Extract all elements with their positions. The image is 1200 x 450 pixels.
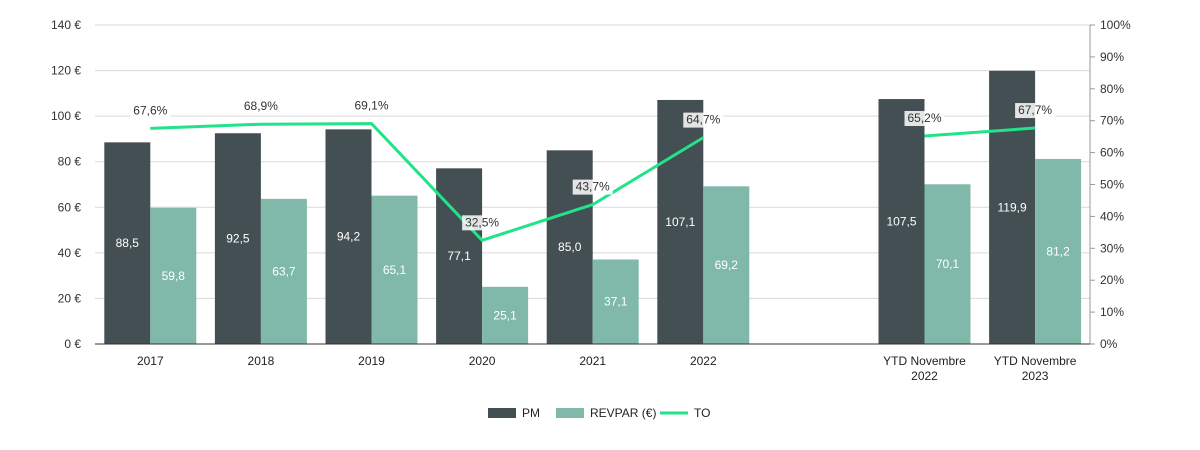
legend: PM REVPAR (€) TO xyxy=(488,406,710,420)
revpar-bar xyxy=(150,207,197,344)
x-axis: 2017 2018 2019 2020 2021 2022 YTD Novembre2022… xyxy=(95,343,1090,383)
legend-item-to: TO xyxy=(660,406,710,420)
pm-bar xyxy=(436,168,483,344)
revpar-data-label: 70,1 xyxy=(936,257,960,271)
right-tick-label: 20% xyxy=(1100,273,1124,287)
pm-data-label: 107,1 xyxy=(665,215,695,229)
to-data-label: 65,2% xyxy=(907,111,941,125)
to-data-label-background xyxy=(572,179,613,195)
category-label: 2023 xyxy=(1022,369,1049,383)
right-tick-label: 40% xyxy=(1100,209,1124,223)
left-tick-label: 80 € xyxy=(58,155,82,169)
right-tick-label: 100% xyxy=(1100,18,1131,32)
pm-bar xyxy=(104,142,151,344)
revpar-data-label: 81,2 xyxy=(1046,244,1070,258)
category-label: 2021 xyxy=(579,354,606,368)
category-label: 2020 xyxy=(469,354,496,368)
revpar-data-label: 65,1 xyxy=(383,263,407,277)
pm-data-label: 107,5 xyxy=(886,215,916,229)
right-tick-label: 30% xyxy=(1100,241,1124,255)
pm-data-label: 88,5 xyxy=(116,236,140,250)
right-tick-label: 90% xyxy=(1100,50,1124,64)
category-label: 2017 xyxy=(137,354,164,368)
legend-label: REVPAR (€) xyxy=(590,406,656,420)
to-data-label-background xyxy=(351,98,392,114)
right-tick-label: 70% xyxy=(1100,114,1124,128)
pm-data-label: 119,9 xyxy=(998,200,1027,214)
left-tick-label: 120 € xyxy=(51,64,81,78)
legend-swatch xyxy=(556,408,584,418)
pm-bar xyxy=(878,99,925,344)
to-data-label: 67,6% xyxy=(133,103,167,117)
to-data-label-background xyxy=(130,103,171,119)
legend-item-pm: PM xyxy=(488,406,540,420)
left-tick-label: 60 € xyxy=(58,200,82,214)
pm-data-label: 92,5 xyxy=(226,232,250,246)
left-tick-label: 20 € xyxy=(58,291,82,305)
to-data-label: 32,5% xyxy=(465,215,499,229)
to-data-label: 68,9% xyxy=(244,99,278,113)
to-data-label: 64,7% xyxy=(686,113,720,127)
category-label: YTD Novembre xyxy=(883,354,966,368)
revpar-bar xyxy=(703,186,750,344)
left-tick-label: 140 € xyxy=(51,18,81,32)
to-line xyxy=(924,126,1036,138)
to-data-label: 69,1% xyxy=(354,99,388,113)
to-data-label-background xyxy=(904,111,945,127)
category-label: 2022 xyxy=(911,369,938,383)
revpar-bar xyxy=(1035,158,1082,344)
right-tick-label: 10% xyxy=(1100,305,1124,319)
revpar-bar xyxy=(260,198,307,344)
to-data-label-background xyxy=(1015,103,1056,119)
legend-swatch xyxy=(488,408,516,418)
bar-data-labels: 88,5 59,8 92,5 63,7 94,2 65,1 77,1 25,1 85,0 37,1… xyxy=(116,200,1070,322)
bar-series xyxy=(104,70,1082,344)
right-tick-label: 50% xyxy=(1100,178,1124,192)
category-label: 2019 xyxy=(358,354,385,368)
left-tick-label: 100 € xyxy=(51,109,81,123)
right-tick-label: 60% xyxy=(1100,146,1124,160)
category-label: 2018 xyxy=(248,354,275,368)
right-y-axis: 0% 10% 20% 30% 40% 50% 60% 70% 80% 90% 100% xyxy=(1089,18,1131,351)
revpar-bar xyxy=(592,259,639,344)
to-data-label-background xyxy=(240,99,281,115)
left-tick-label: 0 € xyxy=(64,337,81,351)
revpar-data-label: 59,8 xyxy=(162,269,186,283)
category-label: YTD Novembre xyxy=(994,354,1077,368)
to-data-label-background xyxy=(462,215,503,231)
pm-data-label: 77,1 xyxy=(447,249,471,263)
right-tick-label: 80% xyxy=(1100,82,1124,96)
revpar-bar xyxy=(371,195,418,344)
to-data-label: 67,7% xyxy=(1018,103,1052,117)
pm-data-label: 85,0 xyxy=(558,240,582,254)
left-y-axis: 0 € 20 € 40 € 60 € 80 € 100 € 120 € 140 € xyxy=(51,18,81,351)
legend-item-revpar: REVPAR (€) xyxy=(556,406,656,420)
revpar-data-label: 63,7 xyxy=(272,264,296,278)
pm-bar xyxy=(325,129,372,344)
to-data-label-background xyxy=(683,112,724,128)
revpar-data-label: 25,1 xyxy=(493,308,517,322)
revpar-data-label: 69,2 xyxy=(715,258,739,272)
to-data-label: 43,7% xyxy=(576,180,610,194)
left-tick-label: 40 € xyxy=(58,246,82,260)
pm-bar xyxy=(214,133,261,344)
category-label: 2022 xyxy=(690,354,717,368)
legend-label: TO xyxy=(694,406,710,420)
line-data-labels: 67,6% 68,9% 69,1% 32,5% 43,7% 64,7% 65,2% 67,7% xyxy=(130,98,1056,231)
revpar-data-label: 37,1 xyxy=(604,295,628,309)
revpar-bar xyxy=(482,286,529,344)
pm-data-label: 94,2 xyxy=(337,230,361,244)
revpar-bar xyxy=(924,184,971,344)
right-tick-label: 0% xyxy=(1100,337,1118,351)
legend-label: PM xyxy=(522,406,540,420)
